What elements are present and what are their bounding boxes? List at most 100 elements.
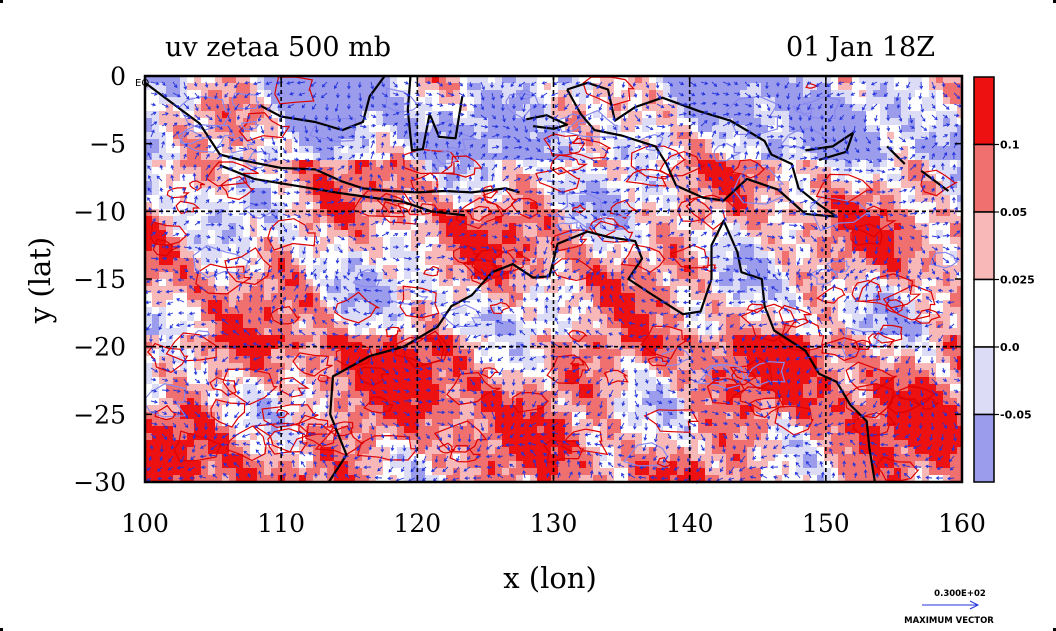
field-cell: [327, 230, 334, 237]
field-cell: [509, 265, 516, 272]
field-cell: [740, 307, 747, 314]
field-cell: [530, 132, 537, 139]
field-cell: [327, 286, 334, 293]
field-cell: [334, 153, 341, 160]
field-cell: [166, 209, 173, 216]
field-cell: [824, 146, 831, 153]
field-cell: [544, 160, 551, 167]
field-cell: [768, 188, 775, 195]
field-cell: [411, 335, 418, 342]
field-cell: [152, 370, 159, 377]
field-cell: [453, 356, 460, 363]
field-cell: [439, 139, 446, 146]
field-cell: [152, 342, 159, 349]
field-cell: [789, 251, 796, 258]
field-cell: [362, 335, 369, 342]
field-cell: [439, 83, 446, 90]
field-cell: [229, 272, 236, 279]
field-cell: [341, 90, 348, 97]
field-cell: [222, 293, 229, 300]
field-cell: [236, 307, 243, 314]
field-cell: [754, 363, 761, 370]
field-cell: [432, 202, 439, 209]
field-cell: [152, 356, 159, 363]
field-cell: [775, 265, 782, 272]
field-cell: [544, 90, 551, 97]
field-cell: [145, 286, 152, 293]
field-cell: [677, 244, 684, 251]
field-cell: [229, 83, 236, 90]
field-cell: [460, 216, 467, 223]
field-cell: [950, 244, 957, 251]
field-cell: [313, 139, 320, 146]
field-cell: [348, 230, 355, 237]
field-cell: [159, 209, 166, 216]
field-cell: [187, 90, 194, 97]
field-cell: [432, 223, 439, 230]
field-cell: [348, 153, 355, 160]
field-cell: [929, 349, 936, 356]
field-cell: [901, 195, 908, 202]
field-cell: [852, 279, 859, 286]
field-cell: [691, 307, 698, 314]
field-cell: [712, 118, 719, 125]
field-cell: [425, 363, 432, 370]
field-cell: [957, 160, 962, 167]
field-cell: [187, 97, 194, 104]
field-cell: [873, 160, 880, 167]
field-cell: [831, 279, 838, 286]
field-cell: [593, 160, 600, 167]
field-cell: [558, 314, 565, 321]
field-cell: [341, 321, 348, 328]
field-cell: [726, 251, 733, 258]
field-cell: [614, 146, 621, 153]
field-cell: [712, 223, 719, 230]
field-cell: [754, 97, 761, 104]
field-cell: [243, 363, 250, 370]
field-cell: [600, 244, 607, 251]
field-cell: [229, 363, 236, 370]
field-cell: [327, 83, 334, 90]
field-cell: [894, 125, 901, 132]
field-cell: [509, 279, 516, 286]
field-cell: [474, 230, 481, 237]
field-cell: [474, 83, 481, 90]
field-cell: [313, 90, 320, 97]
field-cell: [712, 321, 719, 328]
field-cell: [803, 195, 810, 202]
field-cell: [439, 97, 446, 104]
field-cell: [544, 370, 551, 377]
field-cell: [796, 244, 803, 251]
field-cell: [649, 104, 656, 111]
field-cell: [663, 188, 670, 195]
field-cell: [929, 160, 936, 167]
field-cell: [719, 76, 726, 83]
field-cell: [782, 251, 789, 258]
field-cell: [327, 146, 334, 153]
field-cell: [348, 251, 355, 258]
field-cell: [586, 83, 593, 90]
field-cell: [796, 237, 803, 244]
field-cell: [152, 307, 159, 314]
field-cell: [306, 265, 313, 272]
field-cell: [376, 125, 383, 132]
field-cell: [782, 202, 789, 209]
field-cell: [831, 167, 838, 174]
field-cell: [579, 125, 586, 132]
field-cell: [677, 76, 684, 83]
field-cell: [733, 76, 740, 83]
field-cell: [579, 97, 586, 104]
field-cell: [425, 83, 432, 90]
field-cell: [502, 76, 509, 83]
field-cell: [488, 139, 495, 146]
field-cell: [733, 139, 740, 146]
field-cell: [803, 293, 810, 300]
field-cell: [544, 174, 551, 181]
field-cell: [810, 321, 817, 328]
field-cell: [488, 153, 495, 160]
field-cell: [320, 209, 327, 216]
field-cell: [663, 209, 670, 216]
field-cell: [957, 209, 962, 216]
field-cell: [593, 272, 600, 279]
field-cell: [173, 90, 180, 97]
